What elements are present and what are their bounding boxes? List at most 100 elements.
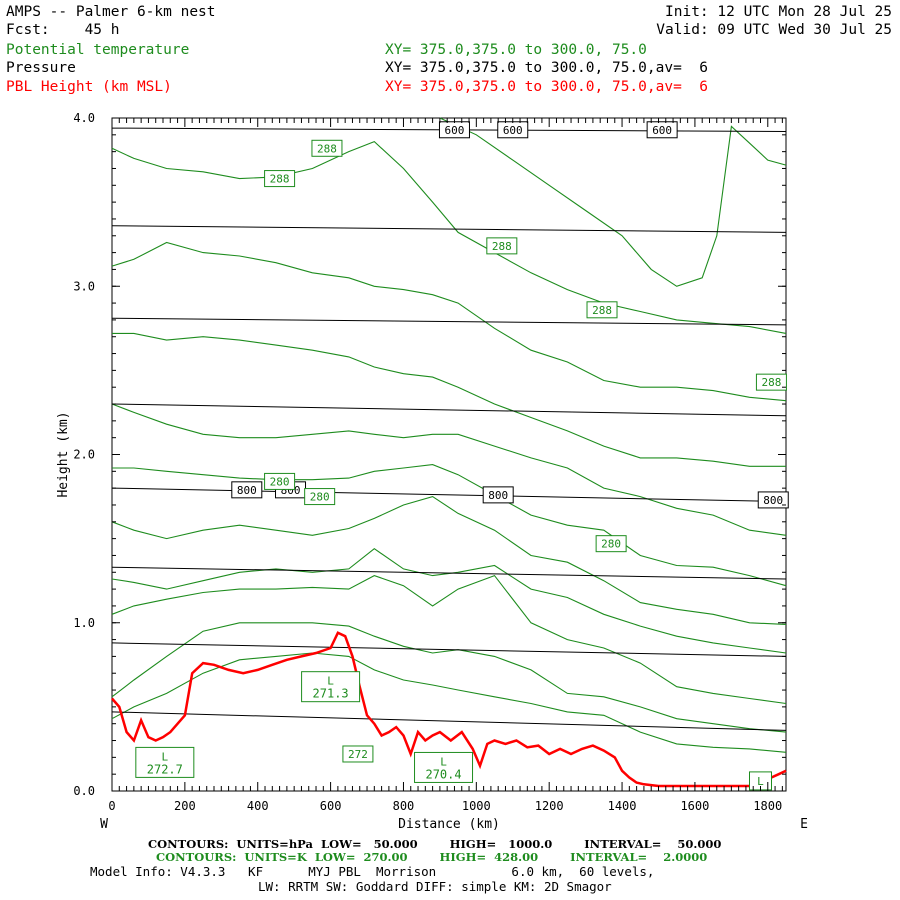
isentrope-label: 288: [755, 373, 787, 391]
pressure-contour-info: CONTOURS: UNITS=hPa LOW= 50.000 HIGH= 10…: [148, 837, 722, 851]
x-tick-label: 1200: [535, 799, 564, 813]
x-tick-label: 1000: [462, 799, 491, 813]
isentrope-line: [111, 140, 787, 334]
isobar-label: 600: [438, 121, 470, 139]
isentrope-label-text: 288: [317, 142, 337, 155]
isentrope-label: 288: [264, 170, 296, 188]
isentrope-label: 280: [595, 535, 627, 553]
isentrope-line: [111, 403, 787, 536]
isentrope-line: [111, 622, 787, 733]
isobar-label-box: [646, 121, 678, 139]
isentrope-line: [111, 496, 787, 625]
isobar-label-text: 800: [763, 494, 783, 507]
isentrope-label-text: 288: [270, 173, 290, 186]
cold-pool-value: 271.3: [313, 687, 349, 701]
isentrope-label-text: 288: [761, 376, 781, 389]
cold-pool-box: [301, 671, 361, 703]
field-xy-pressure: XY= 375.0,375.0 to 300.0, 75.0,av= 6: [385, 60, 709, 76]
cold-pool-letter: L: [327, 675, 334, 688]
isentrope-label: 288: [486, 237, 518, 255]
isentrope-line: [112, 464, 787, 587]
isentrope-label-text: 272: [348, 748, 368, 761]
east-label: E: [800, 817, 808, 830]
isentrope-label: 280: [264, 472, 296, 490]
isobar-label-box: [231, 481, 263, 499]
west-label: W: [100, 817, 108, 830]
x-tick-label: 1400: [608, 799, 637, 813]
cold-pool-value: 272.7: [147, 762, 183, 776]
x-tick-label: 1600: [680, 799, 709, 813]
isentrope-label-box: [486, 237, 518, 255]
plot-frame: [111, 117, 787, 792]
field-xy-theta: XY= 375.0,375.0 to 300.0, 75.0: [385, 42, 647, 58]
cold-pool-box: [135, 746, 195, 778]
isentrope-line: [111, 548, 787, 654]
cold-pool-box: [414, 751, 474, 783]
field-name-theta: Potential temperature: [6, 42, 190, 58]
x-tick-label: 200: [174, 799, 196, 813]
isentrope-label-box: [595, 535, 627, 553]
y-axis-label: Height (km): [56, 411, 71, 497]
y-tick-label: 0.0: [73, 784, 95, 798]
cold-pool-letter: L: [440, 755, 447, 768]
isentrope-label-text: 288: [492, 240, 512, 253]
isobar-label-text: 600: [503, 124, 523, 137]
isobar-label: 800: [482, 486, 514, 504]
isentrope-line: [111, 574, 787, 705]
isobar-label-text: 600: [652, 124, 672, 137]
isentrope-line: [112, 332, 786, 467]
x-tick-label: 400: [247, 799, 269, 813]
isobar-label: 600: [497, 121, 529, 139]
isentrope-label-box: [264, 472, 296, 490]
isobar-label-text: 800: [237, 484, 257, 497]
valid-time: Valid: 09 UTC Wed 30 Jul 25: [656, 22, 892, 38]
x-tick-label: 1800: [753, 799, 782, 813]
isentrope-label-box: [342, 745, 374, 763]
isentrope-label-box: [586, 301, 618, 319]
cold-pool-letter: L: [757, 775, 764, 788]
isentrope-label-text: 280: [270, 475, 290, 488]
forecast-hour: Fcst: 45 h: [6, 22, 120, 38]
cross-section-plot: 600 600 600 800 800 800 800 288 288 288 288 288 280 2…: [56, 111, 808, 830]
x-tick-label: 0: [108, 799, 115, 813]
isobar-line: [111, 711, 787, 731]
model-info: Model Info: V4.3.3 KF MYJ PBL Morrison 6…: [90, 864, 655, 879]
field-name-pbl: PBL Height (km MSL): [6, 79, 172, 95]
isobar-label: 800: [231, 481, 263, 499]
isobar-line: [111, 317, 787, 326]
isentrope-label: 288: [586, 301, 618, 319]
isobar-line: [111, 566, 787, 580]
isentrope-label-box: [264, 170, 296, 188]
y-tick-label: 1.0: [73, 616, 95, 630]
isentrope-line: [111, 241, 787, 402]
isobar-line: [111, 487, 787, 503]
isentrope-label-text: 280: [310, 491, 330, 504]
isentrope-label-box: [755, 373, 787, 391]
plot-title: AMPS -- Palmer 6-km nest: [6, 4, 216, 20]
y-tick-label: 4.0: [73, 111, 95, 125]
isobar-label-text: 600: [445, 124, 465, 137]
cold-pool-value: 270.4: [425, 767, 461, 781]
model-physics-info: LW: RRTM SW: Goddard DIFF: simple KM: 2D…: [258, 879, 612, 894]
x-tick-label: 600: [320, 799, 342, 813]
theta-contour-info: CONTOURS: UNITS=K LOW= 270.00 HIGH= 428.…: [156, 850, 708, 864]
isentrope-label: 280: [304, 488, 336, 506]
isentrope-label-text: 288: [592, 304, 612, 317]
y-tick-label: 2.0: [73, 448, 95, 462]
isobar-line: [111, 403, 787, 417]
isobar-label-box: [482, 486, 514, 504]
isobar-label: 600: [646, 121, 678, 139]
isentrope-line: [111, 652, 787, 753]
field-name-pressure: Pressure: [6, 60, 76, 76]
isentrope-label: 272: [342, 745, 374, 763]
isentrope-label: 288: [311, 139, 343, 157]
field-xy-pbl: XY= 375.0,375.0 to 300.0, 75.0,av= 6: [385, 79, 709, 95]
isentrope-line: [439, 117, 787, 287]
x-axis-label: Distance (km): [398, 817, 500, 830]
cold-pool-letter: L: [162, 750, 169, 763]
cold-pool-marker: L: [748, 771, 772, 791]
isobar-label-box: [757, 491, 789, 509]
